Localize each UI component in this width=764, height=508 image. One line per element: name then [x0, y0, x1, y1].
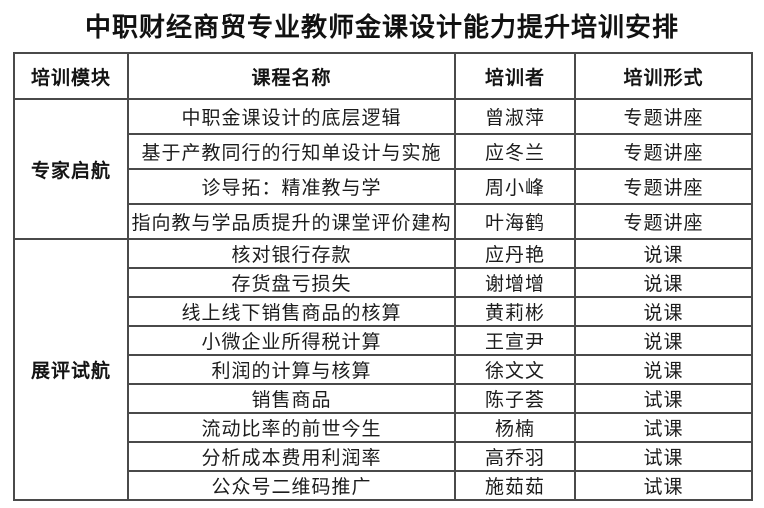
header-row: 培训模块 课程名称 培训者 培训形式 [13, 52, 753, 100]
trainer-cell: 周小峰 [454, 168, 576, 205]
table-row: 分析成本费用利润率 高乔羽 试课 [14, 441, 753, 472]
table-row: 利润的计算与核算 徐文文 说课 [14, 354, 753, 385]
course-cell: 分析成本费用利润率 [127, 441, 456, 472]
course-cell: 基于产教同行的行知单设计与实施 [127, 133, 456, 170]
table-row: 指向教与学品质提升的课堂评价建构 叶海鹤 专题讲座 [14, 203, 753, 240]
format-cell: 试课 [574, 412, 753, 443]
trainer-cell: 应冬兰 [454, 133, 576, 170]
format-cell: 专题讲座 [574, 133, 753, 170]
header-format: 培训形式 [574, 52, 753, 100]
format-cell: 试课 [574, 470, 753, 501]
course-cell: 存货盘亏损失 [127, 267, 456, 298]
module-cell-showcase: 展评试航 [13, 238, 129, 501]
format-cell: 专题讲座 [574, 203, 753, 240]
course-cell: 指向教与学品质提升的课堂评价建构 [127, 203, 456, 240]
trainer-cell: 叶海鹤 [454, 203, 576, 240]
course-cell: 利润的计算与核算 [127, 354, 456, 385]
format-cell: 试课 [574, 383, 753, 414]
trainer-cell: 杨楠 [454, 412, 576, 443]
format-cell: 说课 [574, 325, 753, 356]
table-row: 诊导拓：精准教与学 周小峰 专题讲座 [14, 168, 753, 205]
format-cell: 说课 [574, 238, 753, 269]
table-row: 存货盘亏损失 谢增增 说课 [14, 267, 753, 298]
training-schedule-table: 培训模块 课程名称 培训者 培训形式 专家启航 中职金课设计的底层逻辑 曾淑萍 … [13, 52, 753, 501]
table-row: 专家启航 中职金课设计的底层逻辑 曾淑萍 专题讲座 [13, 98, 753, 240]
header-module: 培训模块 [13, 52, 129, 100]
trainer-cell: 徐文文 [454, 354, 576, 385]
header-trainer: 培训者 [454, 52, 576, 100]
course-cell: 公众号二维码推广 [127, 470, 456, 501]
format-cell: 说课 [574, 296, 753, 327]
course-cell: 诊导拓：精准教与学 [127, 168, 456, 205]
course-cell: 小微企业所得税计算 [127, 325, 456, 356]
trainer-cell: 谢增增 [454, 267, 576, 298]
trainer-cell: 应丹艳 [454, 238, 576, 269]
format-cell: 专题讲座 [574, 168, 753, 205]
format-cell: 说课 [574, 354, 753, 385]
trainer-cell: 高乔羽 [454, 441, 576, 472]
table-row: 展评试航 核对银行存款 应丹艳 说课 [13, 238, 753, 501]
trainer-cell: 施茹茹 [454, 470, 576, 501]
table-row: 线上线下销售商品的核算 黄莉彬 说课 [14, 296, 753, 327]
table-row: 公众号二维码推广 施茹茹 试课 [14, 470, 753, 501]
format-cell: 专题讲座 [574, 98, 753, 135]
course-cell: 核对银行存款 [127, 238, 456, 269]
trainer-cell: 黄莉彬 [454, 296, 576, 327]
trainer-cell: 王宣尹 [454, 325, 576, 356]
format-cell: 试课 [574, 441, 753, 472]
trainer-cell: 陈子荟 [454, 383, 576, 414]
table-row: 流动比率的前世今生 杨楠 试课 [14, 412, 753, 443]
module-cell-experts: 专家启航 [13, 98, 129, 240]
format-cell: 说课 [574, 267, 753, 298]
table-row: 小微企业所得税计算 王宣尹 说课 [14, 325, 753, 356]
header-course: 课程名称 [127, 52, 456, 100]
course-cell: 中职金课设计的底层逻辑 [127, 98, 456, 135]
trainer-cell: 曾淑萍 [454, 98, 576, 135]
course-cell: 线上线下销售商品的核算 [127, 296, 456, 327]
table-row: 销售商品 陈子荟 试课 [14, 383, 753, 414]
course-cell: 流动比率的前世今生 [127, 412, 456, 443]
page-title: 中职财经商贸专业教师金课设计能力提升培训安排 [84, 12, 679, 42]
course-cell: 销售商品 [127, 383, 456, 414]
table-row: 基于产教同行的行知单设计与实施 应冬兰 专题讲座 [14, 133, 753, 170]
